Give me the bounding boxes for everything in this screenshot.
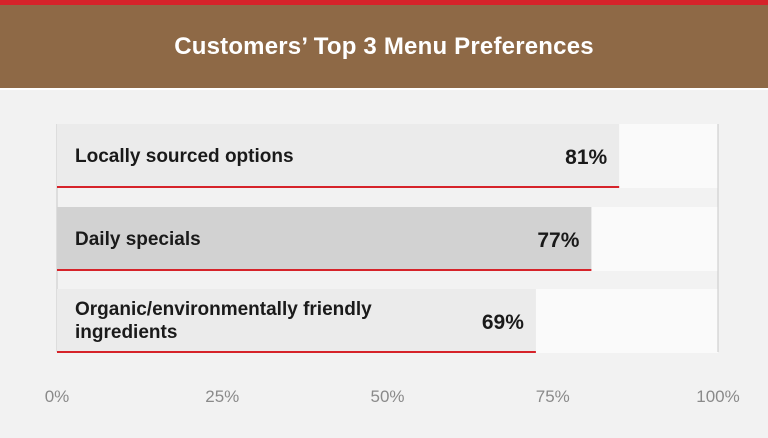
x-tick-label-1: 25%: [205, 387, 239, 406]
chart-title: Customers’ Top 3 Menu Preferences: [174, 32, 594, 60]
bar-underline-1: [57, 186, 620, 188]
x-tick-label-2: 50%: [370, 387, 404, 406]
x-tick-label-4: 100%: [696, 387, 739, 406]
bar-3: [57, 289, 536, 351]
value-label-2: 77%: [537, 229, 579, 252]
x-tick-label-0: 0%: [45, 387, 70, 406]
value-label-3: 69%: [482, 311, 524, 334]
category-label-1: Locally sourced options: [75, 146, 294, 167]
x-tick-label-3: 75%: [536, 387, 570, 406]
top-accent-line: [0, 0, 768, 5]
bar-underline-2: [57, 269, 592, 271]
bar-1: [57, 124, 620, 186]
bar-2: [57, 207, 592, 269]
bar-underline-3: [57, 351, 536, 353]
header-divider: [0, 88, 768, 90]
category-label-3: Organic/environmentally friendly ingredie…: [75, 299, 372, 343]
category-label-2: Daily specials: [75, 229, 201, 250]
chart-header: Customers’ Top 3 Menu Preferences: [0, 5, 768, 88]
value-label-1: 81%: [565, 146, 607, 169]
